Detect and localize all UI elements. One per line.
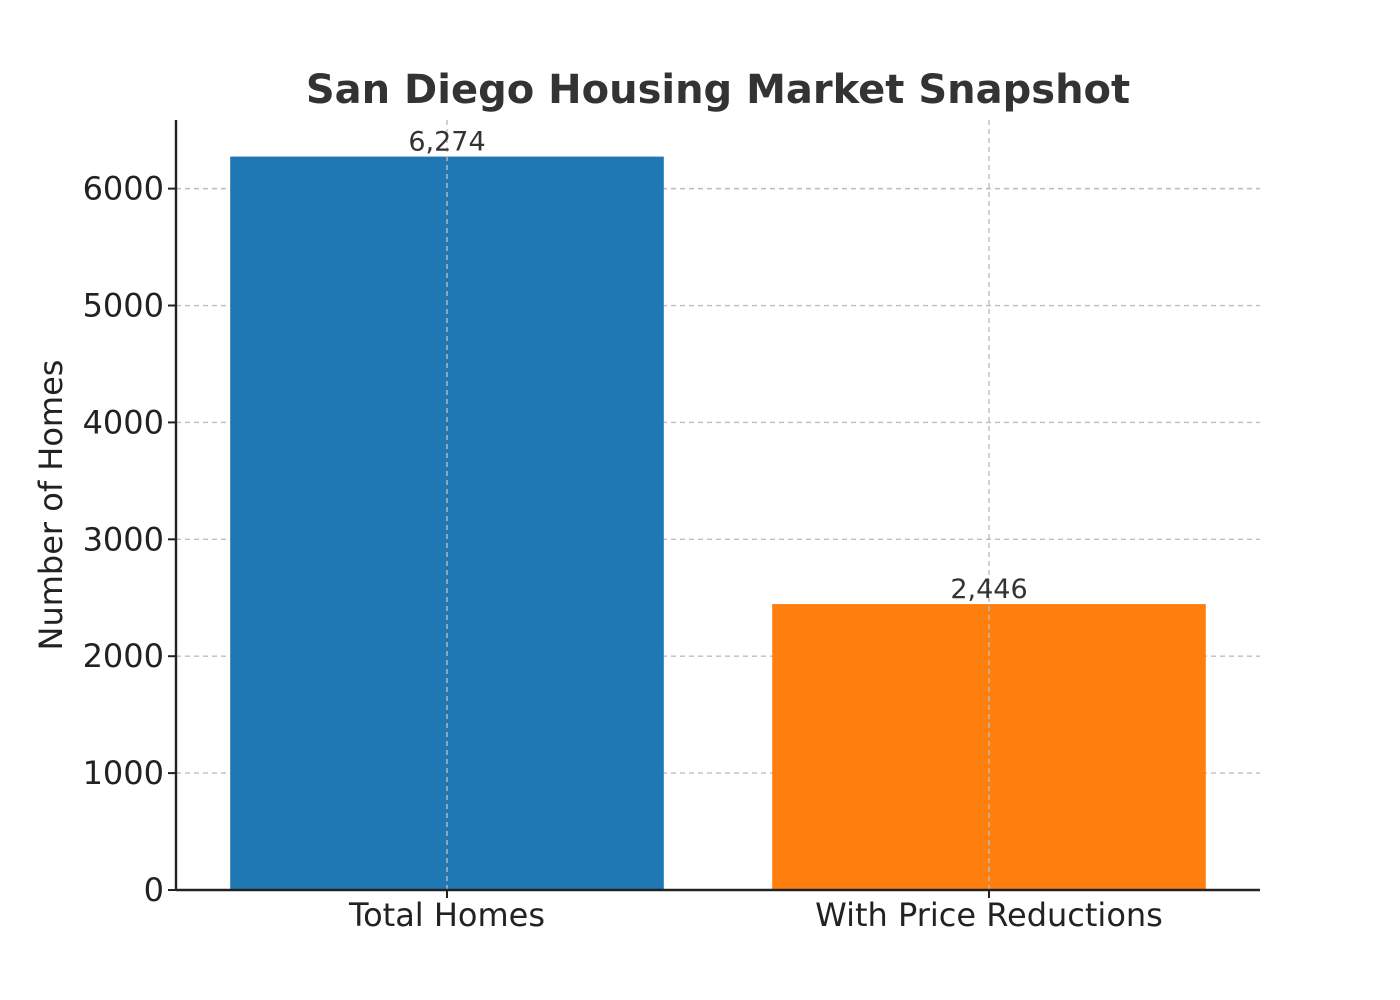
y-tick-label: 2000 xyxy=(83,637,164,675)
chart-title: San Diego Housing Market Snapshot xyxy=(306,67,1130,113)
y-axis-label: Number of Homes xyxy=(32,360,70,651)
y-tick-label: 3000 xyxy=(83,520,164,558)
axes xyxy=(168,120,1260,898)
bar-1 xyxy=(230,156,664,890)
vertical-grid xyxy=(446,120,990,890)
x-tick-label: Total Homes xyxy=(348,896,545,934)
y-tick-label: 1000 xyxy=(83,754,164,792)
y-tick-label: 6000 xyxy=(83,170,164,208)
labels: 0 1000 2000 3000 4000 5000 6000 6,274 2,446 Total… xyxy=(83,127,1163,934)
y-tick-label: 5000 xyxy=(83,287,164,325)
bar-value-label: 6,274 xyxy=(408,127,485,158)
x-tick-label: With Price Reductions xyxy=(815,896,1163,934)
bars xyxy=(230,156,1206,890)
bar-value-label: 2,446 xyxy=(950,574,1027,605)
y-tick-label: 4000 xyxy=(83,403,164,441)
y-tick-label: 0 xyxy=(144,871,164,909)
